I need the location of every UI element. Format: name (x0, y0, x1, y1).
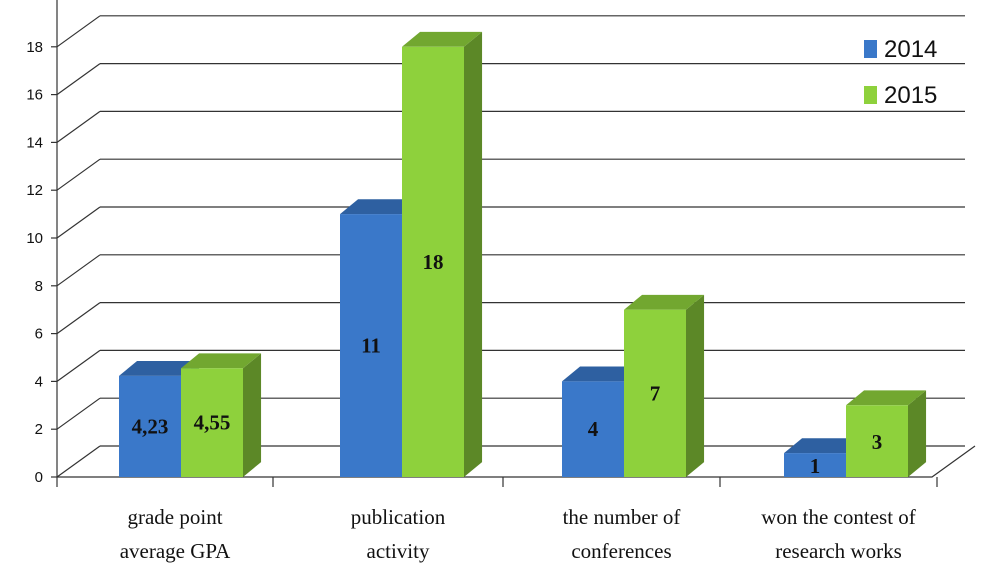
gridline-diagonal (56, 254, 101, 287)
legend-swatch (864, 40, 877, 58)
bar-front (562, 381, 624, 477)
x-category-label: the number of conferences (563, 505, 681, 563)
bar-side (686, 294, 705, 477)
bar-2015-0 (181, 353, 262, 477)
data-label: 3 (872, 430, 883, 454)
bar-front (402, 46, 464, 478)
bar-2015-1 (402, 31, 483, 478)
y-tick-label: 14 (26, 134, 43, 151)
data-label: 18 (423, 250, 444, 274)
bar-side (243, 353, 262, 477)
data-label: 7 (650, 381, 661, 405)
x-category-label: grade point average GPA (120, 505, 231, 563)
bar-front (784, 453, 846, 477)
gridline-diagonal (56, 397, 101, 430)
gridline-diagonal (56, 158, 101, 191)
y-tick-label: 4 (35, 373, 43, 390)
bar-front (119, 375, 181, 477)
bar-top (624, 294, 705, 310)
bar-top (402, 31, 483, 47)
y-tick-label: 10 (26, 230, 43, 247)
gridlines (56, 15, 965, 478)
bar-front (846, 405, 908, 477)
y-tick-label: 6 (35, 326, 43, 343)
y-tick-label: 18 (26, 39, 43, 56)
legend-label: 2014 (884, 36, 937, 63)
gridline-diagonal (56, 15, 101, 48)
gridline-diagonal (56, 302, 101, 335)
bar-side (464, 31, 483, 477)
y-tick-label: 16 (26, 87, 43, 104)
data-label: 4,23 (132, 414, 169, 438)
y-tick-label: 2 (35, 421, 43, 438)
y-tick-label: 8 (35, 278, 43, 295)
gridline-diagonal (56, 63, 101, 96)
data-label: 11 (361, 334, 381, 358)
data-label: 4 (588, 417, 599, 441)
bar-top (340, 199, 421, 215)
y-tick-label: 12 (26, 182, 43, 199)
bar-front (624, 309, 686, 477)
bar-2015-2 (624, 294, 705, 477)
bar-top (784, 438, 865, 454)
x-category-label: won the contest of research works (761, 505, 916, 563)
legend: 2014 2015 (864, 36, 937, 109)
gridline-diagonal (56, 110, 101, 143)
bar-front (340, 214, 402, 477)
bar-front (181, 368, 243, 477)
y-tick-label: 0 (35, 469, 43, 486)
bar-2015-3 (846, 390, 927, 477)
bar-side (908, 390, 927, 477)
bar-top (846, 390, 927, 406)
x-category-label: publication activity (351, 505, 446, 563)
data-label: 4,55 (194, 411, 231, 435)
gridline-diagonal (56, 206, 101, 239)
legend-label: 2015 (884, 82, 937, 109)
legend-swatch (864, 86, 877, 104)
gridline-diagonal (56, 445, 101, 478)
bar-top (181, 353, 262, 369)
gridline-diagonal (56, 349, 101, 382)
bar-top (562, 366, 643, 382)
bar-top (119, 361, 200, 376)
data-label: 1 (810, 454, 821, 478)
